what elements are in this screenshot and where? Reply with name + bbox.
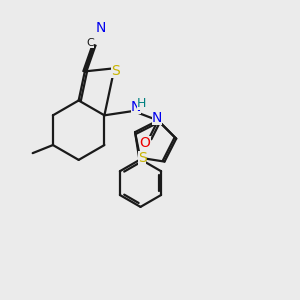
- Text: H: H: [137, 97, 146, 110]
- Text: C: C: [86, 38, 94, 48]
- Text: S: S: [138, 151, 146, 165]
- Text: S: S: [111, 64, 120, 78]
- Text: N: N: [152, 112, 162, 125]
- Text: O: O: [140, 136, 151, 150]
- Text: N: N: [95, 21, 106, 35]
- Text: N: N: [130, 100, 141, 114]
